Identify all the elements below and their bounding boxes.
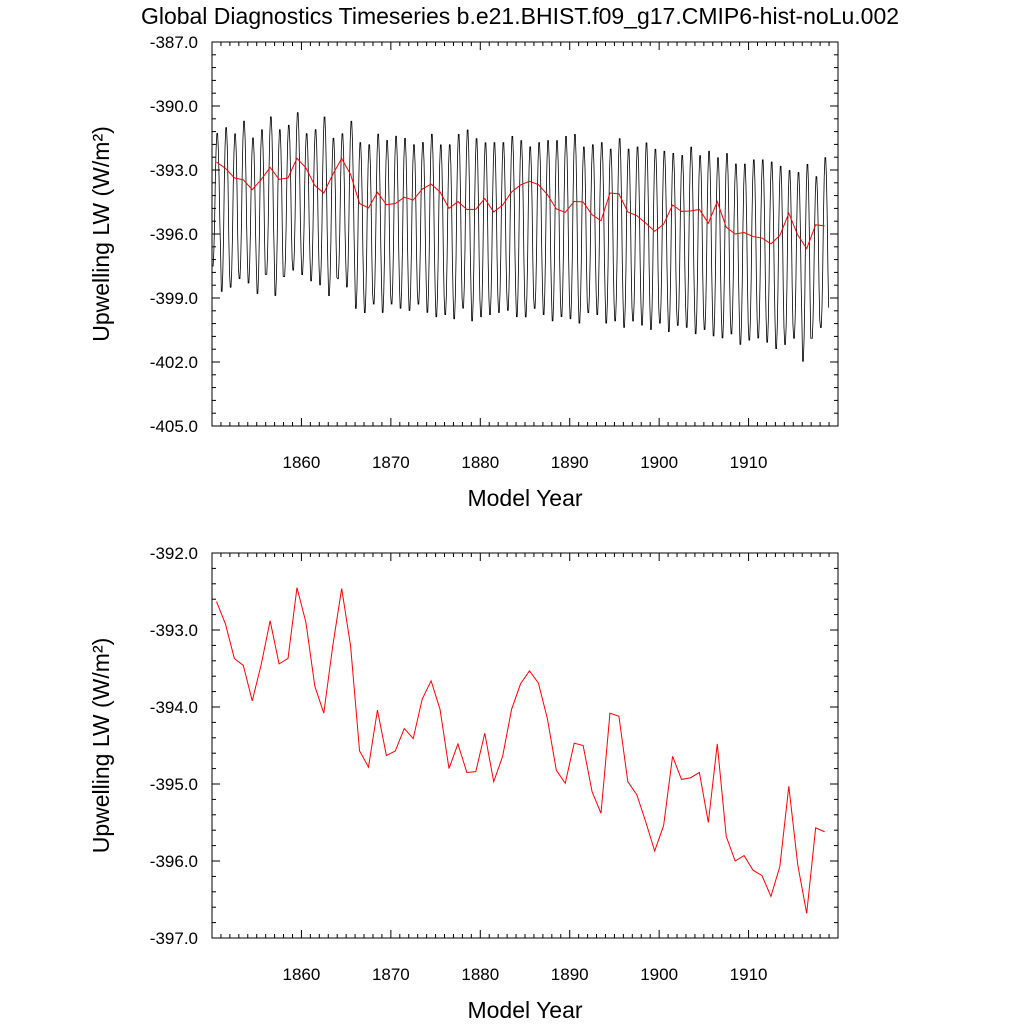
x-axis-label: Model Year <box>467 997 582 1023</box>
x-tick-label: 1860 <box>283 453 321 472</box>
plot-frame <box>211 41 839 427</box>
plot-frame <box>211 552 839 939</box>
y-axis-label: Upwelling LW (W/m²) <box>88 638 114 854</box>
y-axis-label: Upwelling LW (W/m²) <box>88 126 114 342</box>
figure-title: Global Diagnostics Timeseries b.e21.BHIS… <box>141 3 899 29</box>
annual-mean-series-line <box>216 587 825 914</box>
y-tick-label: -405.0 <box>150 417 198 436</box>
x-axis-label: Model Year <box>467 485 582 511</box>
annual-mean-series-line <box>216 157 825 250</box>
y-tick-label: -393.0 <box>150 621 198 640</box>
x-tick-label: 1910 <box>730 453 768 472</box>
y-tick-label: -396.0 <box>150 225 198 244</box>
x-tick-label: 1890 <box>551 965 589 984</box>
y-tick-label: -390.0 <box>150 97 198 116</box>
y-tick-label: -399.0 <box>150 289 198 308</box>
x-tick-label: 1860 <box>283 965 321 984</box>
x-tick-label: 1880 <box>461 965 499 984</box>
y-tick-label: -392.0 <box>150 544 198 563</box>
x-tick-label: 1900 <box>640 965 678 984</box>
y-tick-label: -402.0 <box>150 353 198 372</box>
top-panel: 1860 1870 1880 1890 1900 1910 -405.0 -402.0 -399… <box>88 33 839 511</box>
x-tick-label: 1900 <box>640 453 678 472</box>
x-tick-label: 1890 <box>551 453 589 472</box>
bottom-panel: 1860 1870 1880 1890 1900 1910 -397.0 -396.0 -395… <box>88 544 839 1023</box>
x-tick-label: 1910 <box>730 965 768 984</box>
y-tick-label: -387.0 <box>150 33 198 52</box>
y-tick-label: -397.0 <box>150 929 198 948</box>
x-tick-label: 1880 <box>461 453 499 472</box>
y-tick-label: -395.0 <box>150 775 198 794</box>
y-tick-label: -393.0 <box>150 161 198 180</box>
x-tick-label: 1870 <box>372 965 410 984</box>
y-tick-label: -396.0 <box>150 852 198 871</box>
x-tick-label: 1870 <box>372 453 410 472</box>
monthly-series-line <box>212 112 830 362</box>
y-tick-label: -394.0 <box>150 698 198 717</box>
